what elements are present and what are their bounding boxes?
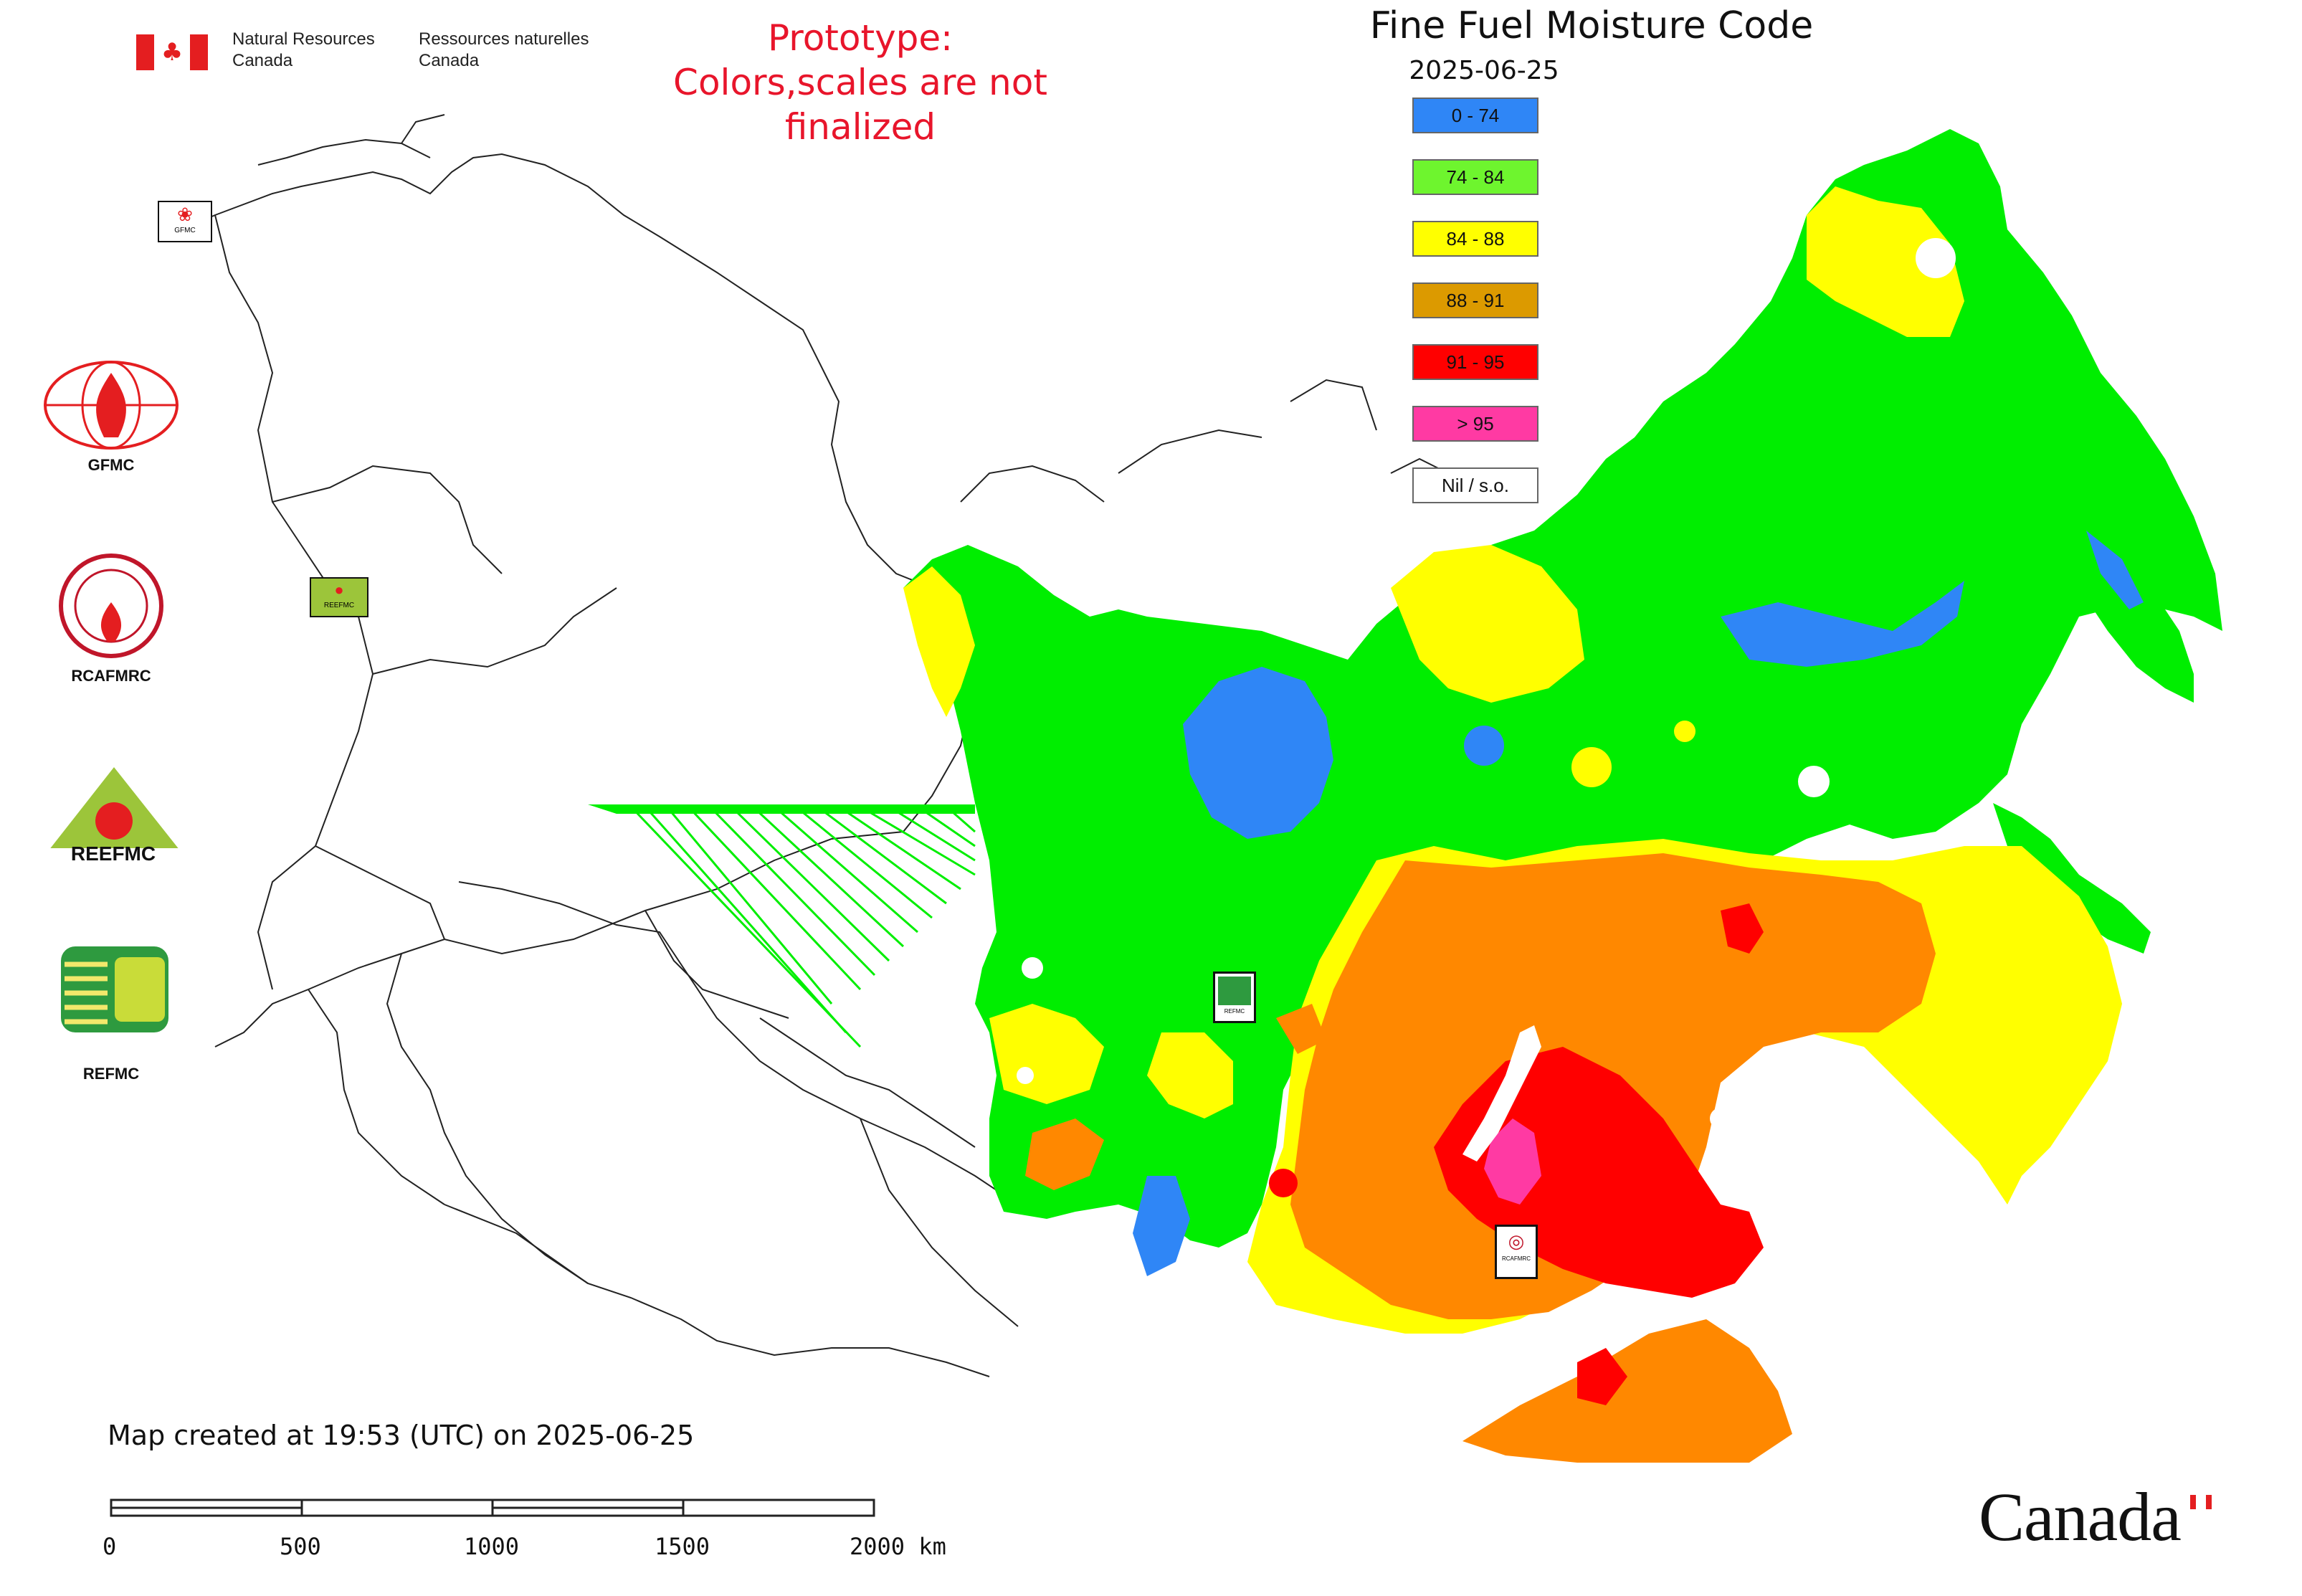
agency-name-en: Natural Resources Canada <box>232 29 375 70</box>
arctic-islands <box>960 379 1449 503</box>
canada-wordmark: Canada <box>1979 1478 2182 1555</box>
map-date: 2025-06-25 <box>1409 56 1559 85</box>
rcafmrc-logo <box>59 554 163 658</box>
partner-label-reefmc: REEFMC <box>70 842 156 865</box>
refmc-marker: REFMC <box>1213 972 1256 1023</box>
scale-tick-1500: 1500 <box>655 1533 710 1560</box>
scale-tick-2000: 2000 km <box>850 1533 946 1560</box>
nil-areas <box>1017 238 1956 1441</box>
legend-item-above-95: > 95 <box>1412 406 1538 442</box>
map-created-note: Map created at 19:53 (UTC) on 2025-06-25 <box>108 1420 695 1451</box>
scale-tick-0: 0 <box>103 1533 117 1560</box>
nrcan-signature: ♣ Natural Resources Canada Ressources na… <box>136 29 598 72</box>
agency-name-fr: Ressources naturelles Canada <box>419 29 589 70</box>
map-title: Fine Fuel Moisture Code <box>1369 4 1814 47</box>
gfmc-logo <box>44 361 179 450</box>
sakhalin <box>1993 803 2151 954</box>
rcafmrc-marker: ◎ RCAFMRC <box>1495 1225 1538 1279</box>
scale-tick-500: 500 <box>280 1533 321 1560</box>
lake-baikal <box>1462 1025 1541 1162</box>
reefmc-marker: ● REEFMC <box>310 577 368 617</box>
kamchatka <box>1993 430 2194 703</box>
partner-label-rcafmrc: RCAFMRC <box>71 667 151 685</box>
country-boundaries <box>164 114 1019 1377</box>
legend-item-0-74: 0 - 74 <box>1412 98 1538 133</box>
scale-tick-1000: 1000 <box>464 1533 520 1560</box>
streak-artifact <box>629 805 976 1048</box>
gfmc-marker: ❀ GFMC <box>158 201 212 242</box>
partner-label-refmc: REFMC <box>82 1065 140 1083</box>
partner-label-gfmc: GFMC <box>87 456 135 474</box>
legend-item-nil: Nil / s.o. <box>1412 467 1538 503</box>
streak-band <box>588 804 975 814</box>
scale-bar <box>110 1498 875 1517</box>
kamchatka-blue <box>2086 531 2144 609</box>
canada-wordmark-flag-icon <box>2190 1495 2212 1509</box>
zone-above-95 <box>1484 1118 1541 1205</box>
zone-0-74 <box>1133 581 1964 1276</box>
legend-item-74-84: 74 - 84 <box>1412 159 1538 195</box>
data-region-green <box>903 129 2222 1248</box>
legend-item-91-95: 91 - 95 <box>1412 344 1538 380</box>
prototype-notice: Prototype: Colors,scales are not finaliz… <box>673 17 1047 148</box>
reefmc-logo <box>41 767 188 864</box>
canada-flag-icon: ♣ <box>136 34 208 70</box>
legend-item-88-91: 88 - 91 <box>1412 282 1538 318</box>
legend-item-84-88: 84 - 88 <box>1412 221 1538 257</box>
refmc-logo <box>61 946 168 1032</box>
